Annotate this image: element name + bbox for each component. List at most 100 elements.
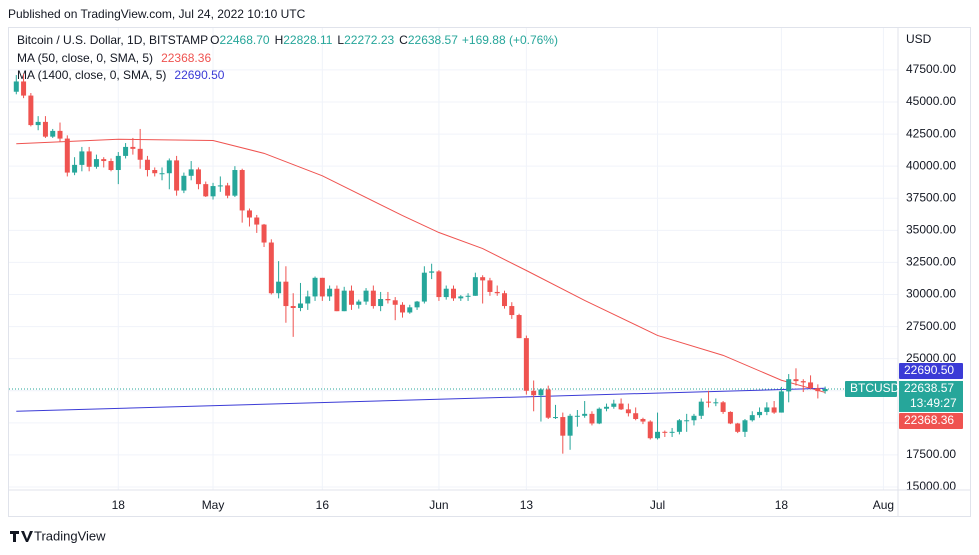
candle-body (28, 95, 34, 126)
candle-body (451, 288, 456, 299)
candle-body (545, 389, 551, 418)
candle-body (523, 338, 529, 391)
change-value: +169.88 (+0.76%) (462, 33, 558, 47)
candle-body (305, 296, 311, 304)
candle-body (312, 277, 318, 297)
candle-body (436, 271, 442, 298)
candle-body (21, 81, 27, 96)
candle-body (130, 146, 136, 149)
candle-body (574, 415, 580, 417)
candle-body (793, 379, 799, 382)
candle-body (771, 407, 777, 413)
candle-body (35, 121, 41, 126)
candle-body (254, 217, 260, 225)
y-tick-label: 17500.00 (906, 447, 956, 461)
candle-body (283, 281, 289, 307)
published-note: Published on TradingView.com, Jul 24, 20… (8, 7, 306, 21)
candle-body (640, 418, 646, 422)
symbol-tag: BTCUSD (850, 381, 900, 395)
candle-body (662, 431, 668, 433)
candle-body (399, 304, 405, 313)
candle-body (239, 170, 245, 211)
candle-body (385, 298, 391, 301)
y-tick-label: 35000.00 (906, 223, 956, 237)
candle-body (356, 301, 362, 305)
candle-body (480, 277, 486, 281)
candle-body (421, 272, 427, 302)
candle-body (50, 130, 56, 137)
ohlc-value: 22468.70 (220, 33, 270, 47)
candle-body (108, 161, 114, 171)
candle-body (261, 224, 267, 243)
candle-body (815, 388, 821, 392)
candle-body (57, 130, 63, 139)
candle-body (516, 315, 522, 339)
candle-body (625, 409, 631, 414)
candle-body (786, 379, 792, 392)
candle-body (327, 288, 333, 297)
candle-body (706, 401, 712, 403)
candle-body (531, 390, 537, 396)
logo: TradingView (10, 528, 106, 543)
chart-title: Bitcoin / U.S. Dollar, 1D, BITSTAMP O2246… (17, 33, 558, 47)
candle-body (79, 151, 85, 165)
candle-body (472, 277, 478, 296)
y-tick-label: 42500.00 (906, 126, 956, 140)
ohlc-value: 22638.57 (408, 33, 458, 47)
x-tick-label: 18 (775, 498, 789, 512)
x-tick-label: May (202, 498, 225, 512)
candle-body (188, 169, 194, 176)
title-text: Bitcoin / U.S. Dollar, 1D, BITSTAMP (17, 33, 208, 47)
ma-name: MA (50, close, 0, SMA, 5) (17, 51, 153, 65)
candle-body (166, 160, 172, 174)
candle-body (684, 420, 690, 422)
candle-body (203, 184, 209, 197)
candle-body (822, 388, 828, 392)
candle-body (42, 121, 48, 137)
candle-body (691, 415, 697, 421)
candle-body (778, 391, 784, 413)
candle-body (86, 151, 92, 167)
candle-body (181, 175, 187, 191)
candle-body (392, 300, 398, 305)
x-tick-label: 13 (520, 498, 534, 512)
candle-body (502, 293, 508, 307)
candle-body (742, 420, 748, 432)
candle-body (465, 295, 471, 297)
candle-body (727, 411, 733, 424)
last-price-box (899, 380, 963, 412)
symbol-tag-box (845, 380, 897, 397)
candle-body (735, 423, 741, 432)
candle-body (174, 160, 180, 191)
candle-body (225, 185, 231, 196)
plot-area (9, 73, 898, 454)
currency-label: USD (906, 32, 932, 46)
candle-body (647, 421, 653, 439)
candle-body (567, 415, 573, 436)
y-tick-label: 45000.00 (906, 94, 956, 108)
y-tick-label: 37500.00 (906, 190, 956, 204)
ma-price-tag-box (899, 362, 963, 379)
y-tick-label: 30000.00 (906, 287, 956, 301)
candle-body (370, 290, 376, 307)
candle-body (210, 186, 216, 197)
candle-body (137, 148, 143, 160)
ma-legend: MA (50, close, 0, SMA, 5) 22368.36 (17, 51, 211, 65)
candle-body (334, 288, 340, 312)
candle-body (93, 159, 99, 167)
candle-body (232, 170, 238, 196)
candle-body (268, 242, 274, 294)
last-price-tag: 22638.57 (904, 381, 954, 395)
ohlc-label: L (337, 33, 344, 47)
x-tick-label: 16 (316, 498, 330, 512)
candle-body (604, 406, 610, 409)
candle-body (757, 411, 763, 416)
candle-body (560, 417, 566, 436)
candle-body (800, 381, 806, 383)
candle-body (152, 170, 158, 174)
candle-body (101, 159, 107, 162)
candle-body (407, 307, 413, 313)
x-tick-label: 18 (112, 498, 126, 512)
y-tick-label: 32500.00 (906, 255, 956, 269)
